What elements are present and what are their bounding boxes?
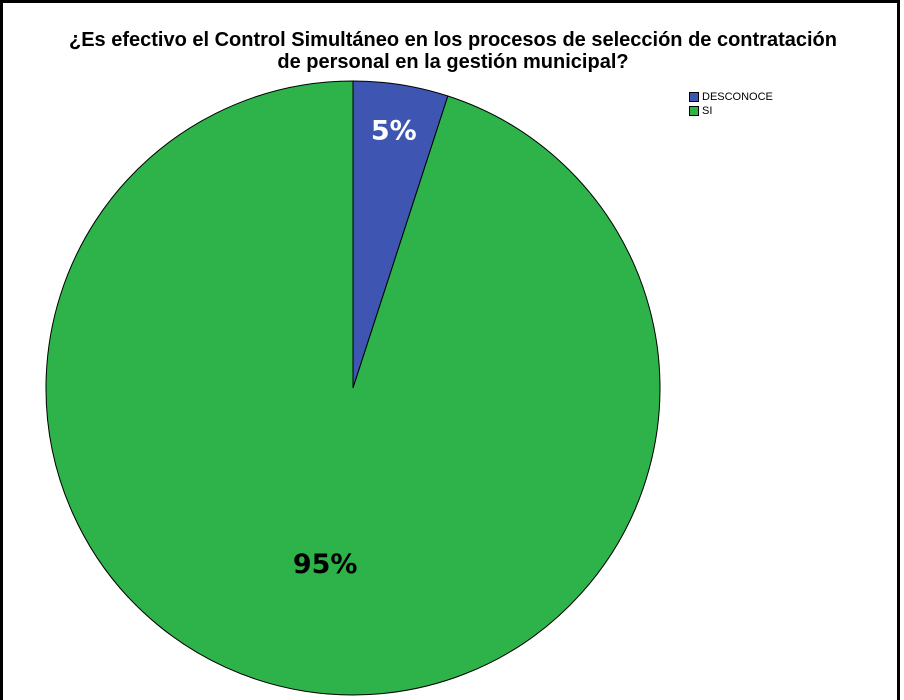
legend-swatch-desconoce [689,92,699,102]
legend-item-desconoce: DESCONOCE [689,90,773,104]
chart-legend: DESCONOCE SI [689,90,773,118]
legend-swatch-si [689,106,699,116]
pie-chart: 5% 95% [45,80,661,696]
legend-item-si: SI [689,104,773,118]
slice-label-si: 95% [293,549,358,580]
pie-slice-si [45,80,661,696]
chart-title: ¿Es efectivo el Control Simultáneo en lo… [3,29,897,73]
chart-title-line-1: ¿Es efectivo el Control Simultáneo en lo… [69,29,837,51]
legend-label-desconoce: DESCONOCE [702,91,773,103]
slice-label-desconoce: 5% [371,115,417,146]
legend-label-si: SI [702,105,713,117]
chart-title-line-2: de personal en la gestión municipal? [277,51,629,73]
